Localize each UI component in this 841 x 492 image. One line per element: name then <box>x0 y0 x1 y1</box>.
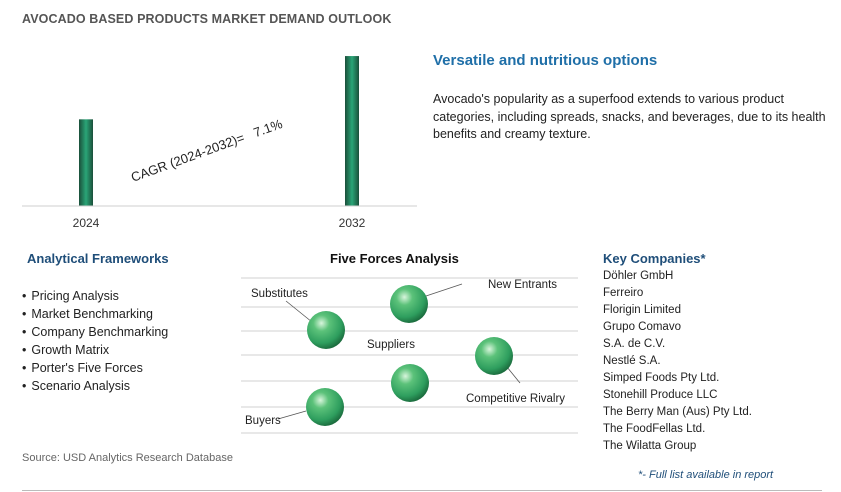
key-companies-title: Key Companies* <box>603 251 706 266</box>
list-item: The Berry Man (Aus) Pty Ltd. <box>603 406 752 418</box>
list-item: Döhler GmbH <box>603 270 674 282</box>
substitutes-sphere <box>307 311 345 349</box>
connector-line <box>419 283 463 299</box>
list-item: Company Benchmarking <box>22 323 168 341</box>
demand-outlook-chart: 2024 2032 CAGR (2024-2032)= 7.1% <box>22 56 417 230</box>
list-item: Growth Matrix <box>22 341 168 359</box>
analytical-frameworks-list: Pricing Analysis Market Benchmarking Com… <box>22 287 168 395</box>
highlight-description: Avocado's popularity as a superfood exte… <box>433 92 826 141</box>
bar-2032 <box>345 56 359 206</box>
bottom-divider <box>22 490 822 491</box>
analytical-frameworks-title: Analytical Frameworks <box>27 251 169 266</box>
highlight-headline: Versatile and nutritious options <box>433 52 658 69</box>
list-item: S.A. de C.V. <box>603 338 666 350</box>
substitutes-label: Substitutes <box>251 288 308 300</box>
list-item: Pricing Analysis <box>22 287 168 305</box>
key-companies-list: Döhler GmbH Ferreiro Florigin Limited Gr… <box>603 268 752 455</box>
connector-line <box>285 300 313 323</box>
new-entrants-sphere <box>390 285 428 323</box>
suppliers-sphere <box>391 364 429 402</box>
page-title: AVOCADO BASED PRODUCTS MARKET DEMAND OUT… <box>22 12 392 26</box>
list-item: Nestlé S.A. <box>603 355 661 367</box>
x-tick-label: 2032 <box>339 216 366 230</box>
buyers-sphere <box>306 388 344 426</box>
list-item: Florigin Limited <box>603 304 681 316</box>
competitive-rivalry-label: Competitive Rivalry <box>466 393 565 405</box>
x-tick-label: 2024 <box>73 216 100 230</box>
connector-line <box>277 410 307 420</box>
new-entrants-label: New Entrants <box>488 279 557 291</box>
list-item: The Wilatta Group <box>603 440 697 452</box>
suppliers-label: Suppliers <box>367 339 415 351</box>
list-item: Market Benchmarking <box>22 305 168 323</box>
five-forces-title: Five Forces Analysis <box>330 251 459 266</box>
list-item: Scenario Analysis <box>22 377 168 395</box>
bar-2024 <box>79 119 93 206</box>
list-item: Simped Foods Pty Ltd. <box>603 372 720 384</box>
list-item: Porter's Five Forces <box>22 359 168 377</box>
connector-line <box>506 366 521 384</box>
cagr-annotation: CAGR (2024-2032)= 7.1% <box>129 116 285 185</box>
list-item: Stonehill Produce LLC <box>603 389 718 401</box>
key-companies-footnote: *- Full list available in report <box>638 469 774 481</box>
list-item: The FoodFellas Ltd. <box>603 423 706 435</box>
list-item: Ferreiro <box>603 287 644 299</box>
source-note: Source: USD Analytics Research Database <box>22 452 233 464</box>
list-item: Grupo Comavo <box>603 321 681 333</box>
buyers-label: Buyers <box>245 415 281 427</box>
competitive-rivalry-sphere <box>475 337 513 375</box>
